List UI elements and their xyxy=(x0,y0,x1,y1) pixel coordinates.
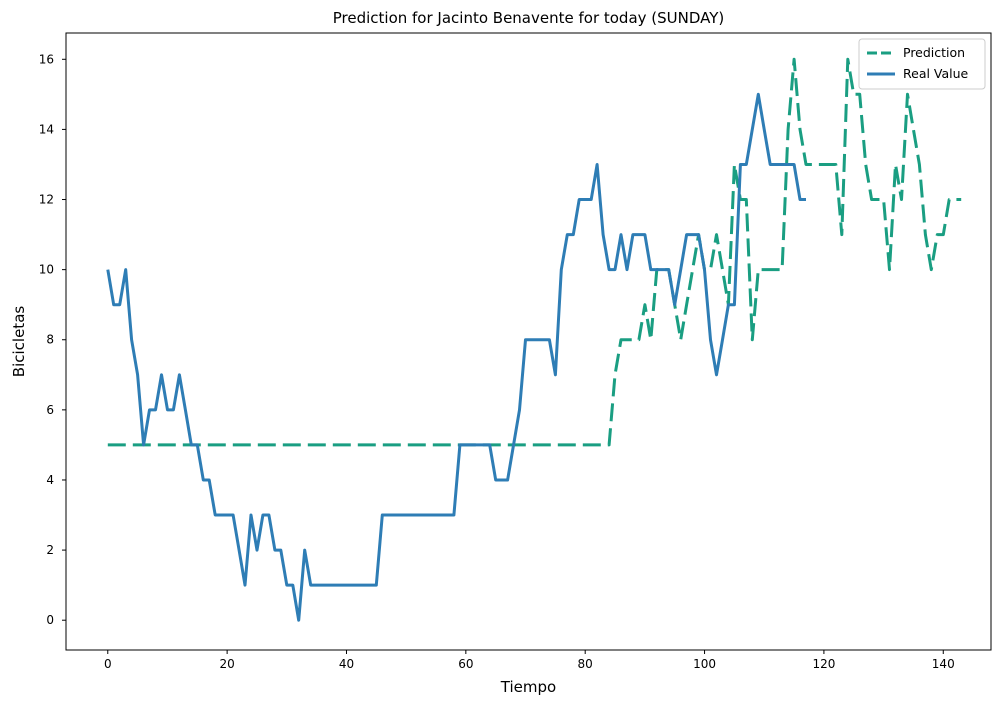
y-tick-label: 10 xyxy=(39,263,54,277)
x-tick-label: 0 xyxy=(104,657,112,671)
x-tick-label: 120 xyxy=(812,657,835,671)
x-tick-label: 40 xyxy=(339,657,354,671)
legend: Prediction Real Value xyxy=(858,38,986,90)
y-tick-label: 12 xyxy=(39,193,54,207)
axes-frame xyxy=(65,32,992,651)
x-axis-ticks: 0 20 40 60 80 100 120 140 xyxy=(104,650,955,671)
series-line-real-value xyxy=(106,92,806,622)
y-axis-ticks: 0 2 4 6 8 10 12 14 16 xyxy=(39,52,66,627)
x-tick-label: 140 xyxy=(932,657,955,671)
y-axis-label: Bicicletas xyxy=(10,306,28,378)
plot-area xyxy=(65,32,992,651)
y-tick-label: 8 xyxy=(46,333,54,347)
x-tick-label: 80 xyxy=(578,657,593,671)
x-axis-label: Tiempo xyxy=(500,678,556,696)
legend-label-prediction: Prediction xyxy=(903,45,965,60)
y-tick-label: 6 xyxy=(46,403,54,417)
y-tick-label: 16 xyxy=(39,52,54,66)
legend-label-real-value: Real Value xyxy=(903,66,969,81)
series-line-prediction xyxy=(107,57,962,447)
x-tick-label: 60 xyxy=(458,657,473,671)
y-tick-label: 0 xyxy=(46,613,54,627)
x-tick-label: 20 xyxy=(219,657,234,671)
x-tick-label: 100 xyxy=(693,657,716,671)
series-group xyxy=(106,57,962,622)
y-tick-label: 2 xyxy=(46,543,54,557)
chart-title: Prediction for Jacinto Benavente for tod… xyxy=(333,9,725,27)
y-tick-label: 4 xyxy=(46,473,54,487)
y-tick-label: 14 xyxy=(39,122,54,136)
